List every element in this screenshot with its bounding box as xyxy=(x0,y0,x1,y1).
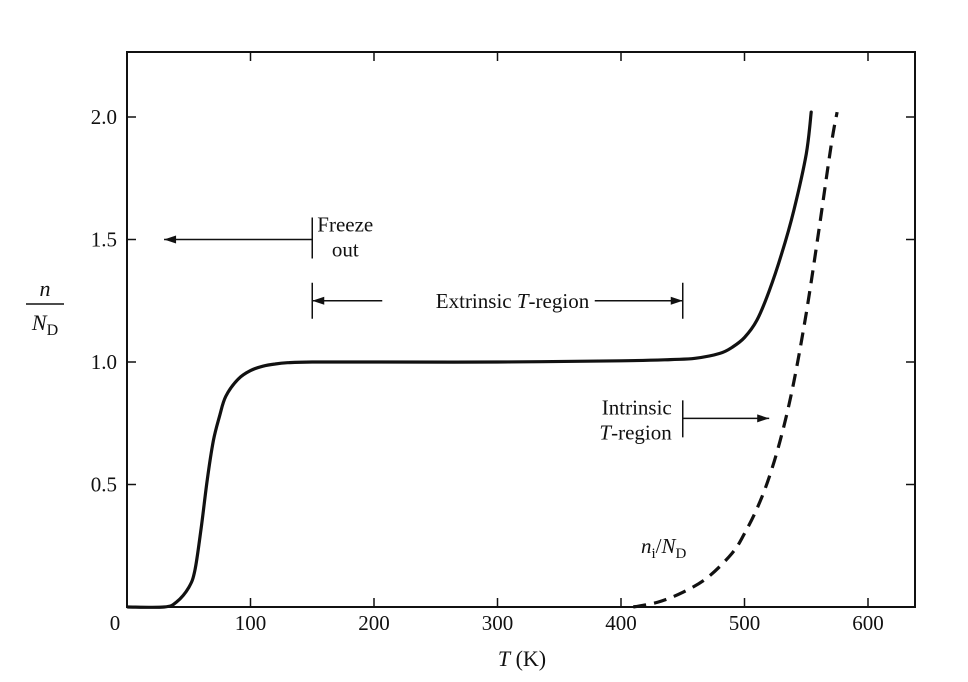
x-tick-label: 500 xyxy=(729,611,761,635)
y-tick-label: 1.5 xyxy=(91,228,117,252)
x-tick-label: 300 xyxy=(482,611,514,635)
annotation-freeze-out: Freeze out xyxy=(164,213,373,262)
y-axis-ticks: 0.5 1.0 1.5 2.0 xyxy=(91,105,915,497)
x-tick-label: 0 xyxy=(110,611,121,635)
y-tick-label: 1.0 xyxy=(91,350,117,374)
intrinsic-arrowhead xyxy=(757,414,770,423)
x-axis-title: T (K) xyxy=(498,646,546,671)
annotation-extrinsic-region: Extrinsic T-region xyxy=(311,282,684,319)
freeze-out-label-line2: out xyxy=(332,238,359,262)
series-dashed-curve xyxy=(633,111,839,609)
y-tick-label: 0.5 xyxy=(91,473,117,497)
plot-frame xyxy=(126,51,916,608)
intrinsic-label-line1: Intrinsic xyxy=(602,395,672,419)
x-axis-ticks: 0 100 200 300 400 500 600 xyxy=(110,52,884,635)
intrinsic-label-line2: T-region xyxy=(599,420,672,444)
y-axis-title-denominator: ND xyxy=(31,310,58,339)
x-tick-label: 400 xyxy=(605,611,637,635)
x-tick-label: 600 xyxy=(852,611,884,635)
y-axis-title: n ND xyxy=(26,276,64,339)
x-tick-label: 100 xyxy=(235,611,267,635)
annotation-intrinsic-region: Intrinsic T-region xyxy=(599,395,770,444)
x-tick-label: 200 xyxy=(358,611,390,635)
extrinsic-left-arrowhead xyxy=(312,296,325,305)
freeze-out-arrowhead xyxy=(164,235,177,244)
freeze-out-label-line1: Freeze xyxy=(317,213,373,237)
extrinsic-right-arrowhead xyxy=(670,296,683,305)
series-solid-curve xyxy=(126,110,813,609)
extrinsic-region-label: Extrinsic T-region xyxy=(436,289,590,313)
y-tick-label: 2.0 xyxy=(91,105,117,129)
dashed-series-label: ni/ND xyxy=(641,534,687,562)
y-axis-title-numerator: n xyxy=(40,276,51,301)
